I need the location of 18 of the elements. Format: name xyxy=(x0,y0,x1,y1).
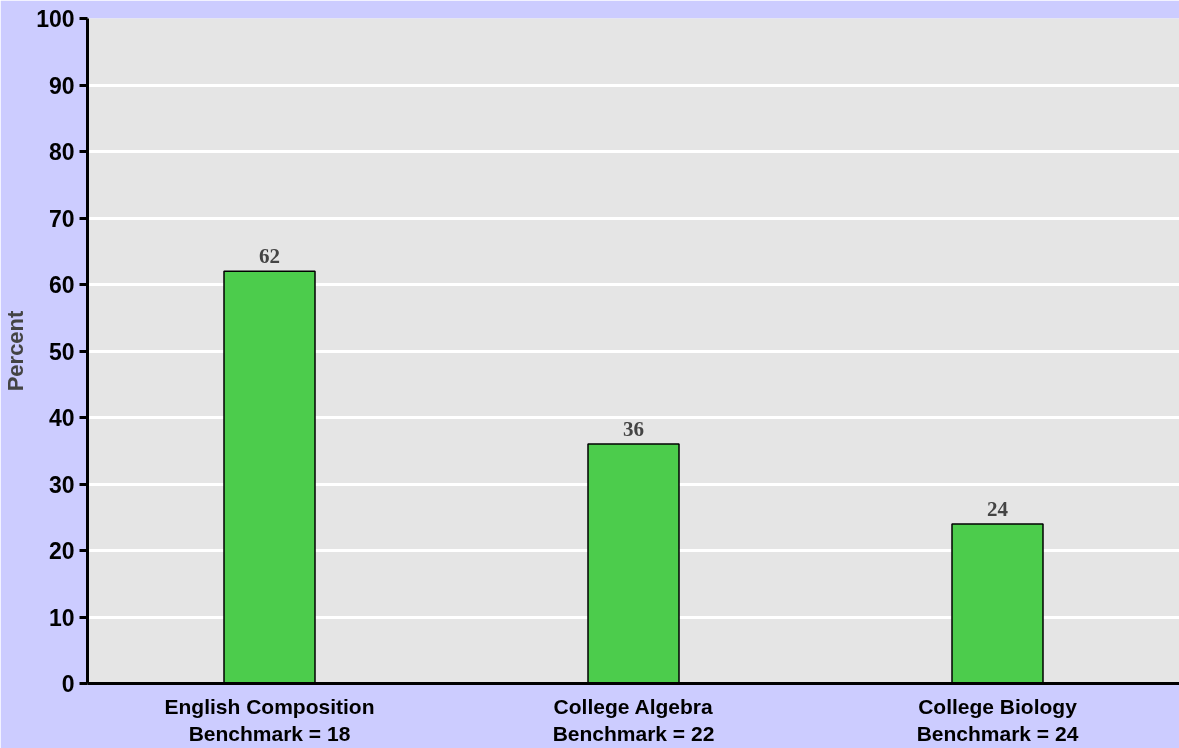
y-tick-label: 70 xyxy=(48,205,75,232)
y-axis-title: Percent xyxy=(3,309,29,392)
y-tick-label: 80 xyxy=(48,139,75,165)
y-tick-label: 0 xyxy=(61,671,75,697)
x-tick-label: College Biology Benchmark = 24 xyxy=(916,694,1079,746)
y-tick-label: 50 xyxy=(48,338,75,365)
y-tick-label: 100 xyxy=(36,6,75,32)
data-label: 62 xyxy=(259,244,280,269)
y-tick-label: 10 xyxy=(48,604,75,631)
y-tick-label: 90 xyxy=(48,72,75,99)
y-tick-label: 40 xyxy=(48,405,75,431)
x-tick-label: College Algebra Benchmark = 22 xyxy=(552,694,715,746)
y-tick-label: 20 xyxy=(48,538,75,564)
data-label: 36 xyxy=(623,417,644,442)
x-tick-label: English Composition Benchmark = 18 xyxy=(164,694,375,746)
y-tick-label: 30 xyxy=(48,471,75,498)
data-label: 24 xyxy=(987,496,1009,521)
y-tick-label: 60 xyxy=(48,272,75,298)
